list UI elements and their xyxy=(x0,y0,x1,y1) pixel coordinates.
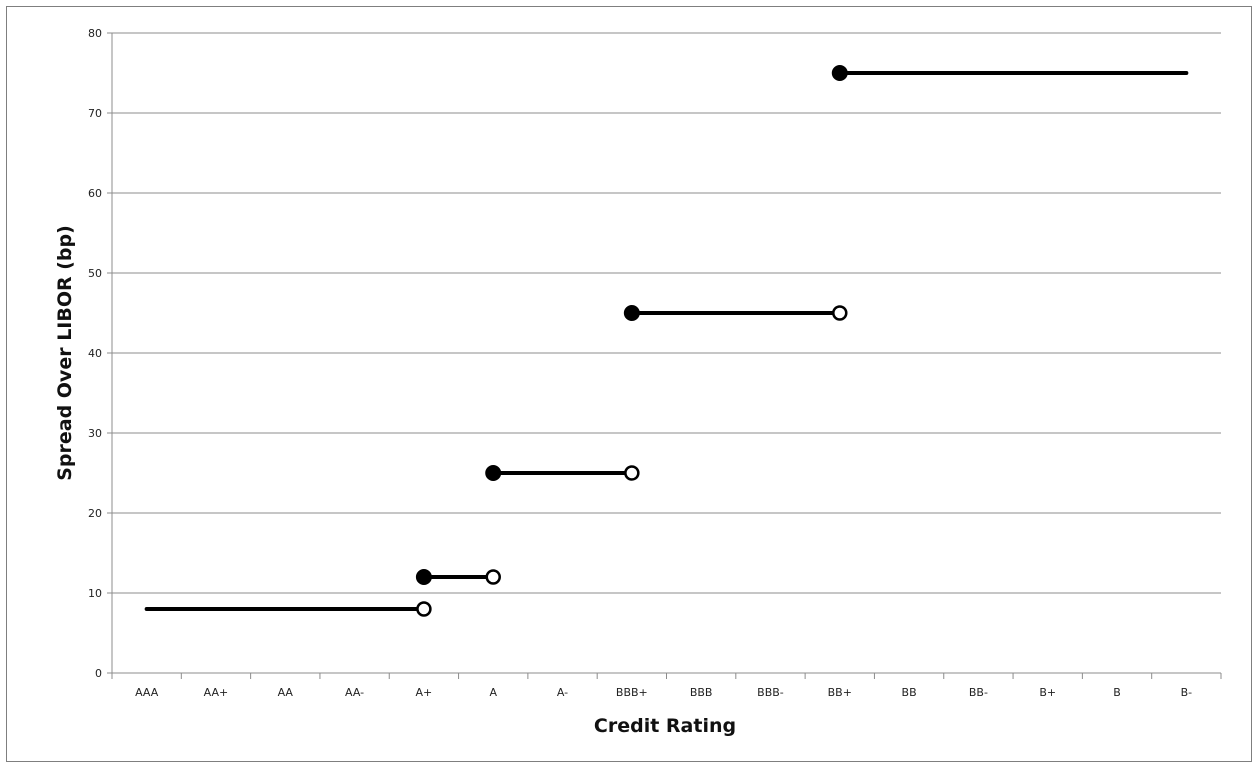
x-tick-label: AA+ xyxy=(204,686,229,699)
y-tick-label: 40 xyxy=(88,347,102,360)
x-tick-label: AAA xyxy=(135,686,159,699)
x-tick-label: BBB+ xyxy=(616,686,648,699)
x-axis-ticks: AAA AA+ AA AA- A+ A A- BBB+ BBB BBB- BB+ BB BB- B+ B B- xyxy=(111,673,1222,699)
x-tick-label: A- xyxy=(557,686,568,699)
x-tick-label: B- xyxy=(1181,686,1193,699)
open-point xyxy=(485,569,501,585)
filled-point xyxy=(485,465,502,481)
x-tick-label: AA xyxy=(278,686,294,699)
filled-point xyxy=(415,569,432,585)
x-tick-label: A+ xyxy=(416,686,433,699)
y-axis-title: Spread Over LIBOR (bp) xyxy=(54,225,76,481)
open-point xyxy=(832,305,848,321)
y-tick-label: 10 xyxy=(88,587,102,600)
open-point xyxy=(624,465,640,481)
x-tick-label: B xyxy=(1113,686,1121,699)
data-series xyxy=(144,65,1189,617)
y-tick-label: 80 xyxy=(88,27,102,40)
filled-point xyxy=(831,65,848,81)
filled-point xyxy=(623,305,640,321)
x-tick-label: BBB xyxy=(690,686,713,699)
y-tick-label: 50 xyxy=(88,267,102,280)
y-tick-label: 60 xyxy=(88,187,102,200)
y-axis-ticks: 0 10 20 30 40 50 60 70 80 xyxy=(88,27,102,680)
x-tick-label: AA- xyxy=(345,686,364,699)
x-tick-label: BB- xyxy=(969,686,988,699)
y-tick-label: 30 xyxy=(88,427,102,440)
y-tick-label: 20 xyxy=(88,507,102,520)
chart-frame xyxy=(6,6,1252,762)
x-tick-label: A xyxy=(489,686,497,699)
x-tick-label: BB+ xyxy=(828,686,852,699)
open-point xyxy=(416,601,432,617)
x-axis-title: Credit Rating xyxy=(594,715,736,737)
y-tick-label: 0 xyxy=(95,667,102,680)
y-tick-label: 70 xyxy=(88,107,102,120)
x-tick-label: B+ xyxy=(1039,686,1056,699)
gridlines xyxy=(107,32,1221,674)
x-tick-label: BB xyxy=(902,686,917,699)
x-tick-label: BBB- xyxy=(757,686,784,699)
